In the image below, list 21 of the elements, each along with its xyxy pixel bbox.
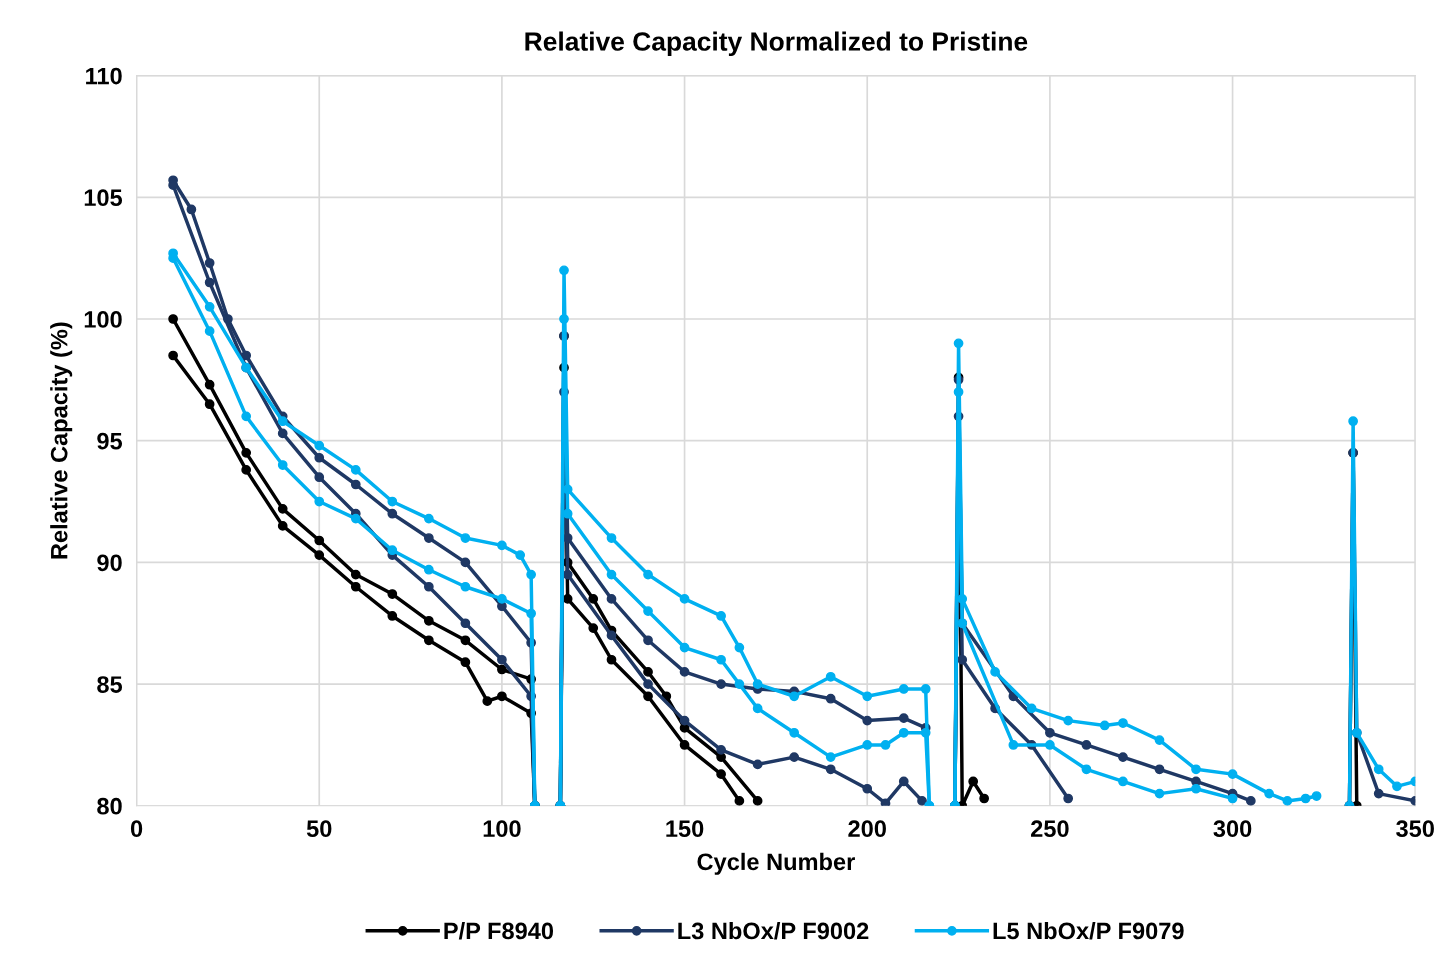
y-tick-label: 85: [97, 676, 123, 693]
x-tick-label: 350: [1396, 820, 1434, 838]
y-tick-label: 90: [97, 554, 122, 572]
x-tick-label: 200: [848, 820, 886, 838]
x-tick-label: 0: [130, 820, 143, 838]
y-tick-label: 95: [97, 432, 123, 450]
y-tick-label: 105: [84, 189, 123, 207]
y-tick-label: 100: [84, 311, 122, 328]
chart-title: Relative Capacity Normalized to Pristine: [525, 31, 1028, 57]
y-tick-label: 110: [86, 67, 122, 85]
x-tick-label: 150: [666, 820, 704, 838]
y-tick-label: 80: [97, 797, 122, 815]
y-axis-title: Relative Capacity (%): [50, 322, 73, 559]
legend-label: P/P F8940: [444, 921, 554, 940]
x-axis-title: Cycle Number: [697, 852, 855, 875]
x-tick-label: 50: [306, 820, 332, 838]
legend-label: L5 NbOx/P F9079: [993, 921, 1184, 940]
x-tick-label: 300: [1213, 820, 1252, 838]
x-tick-label: 100: [483, 820, 521, 838]
legend-label: L3 NbOx/P F9002: [678, 921, 869, 940]
x-tick-label: 250: [1031, 820, 1069, 838]
